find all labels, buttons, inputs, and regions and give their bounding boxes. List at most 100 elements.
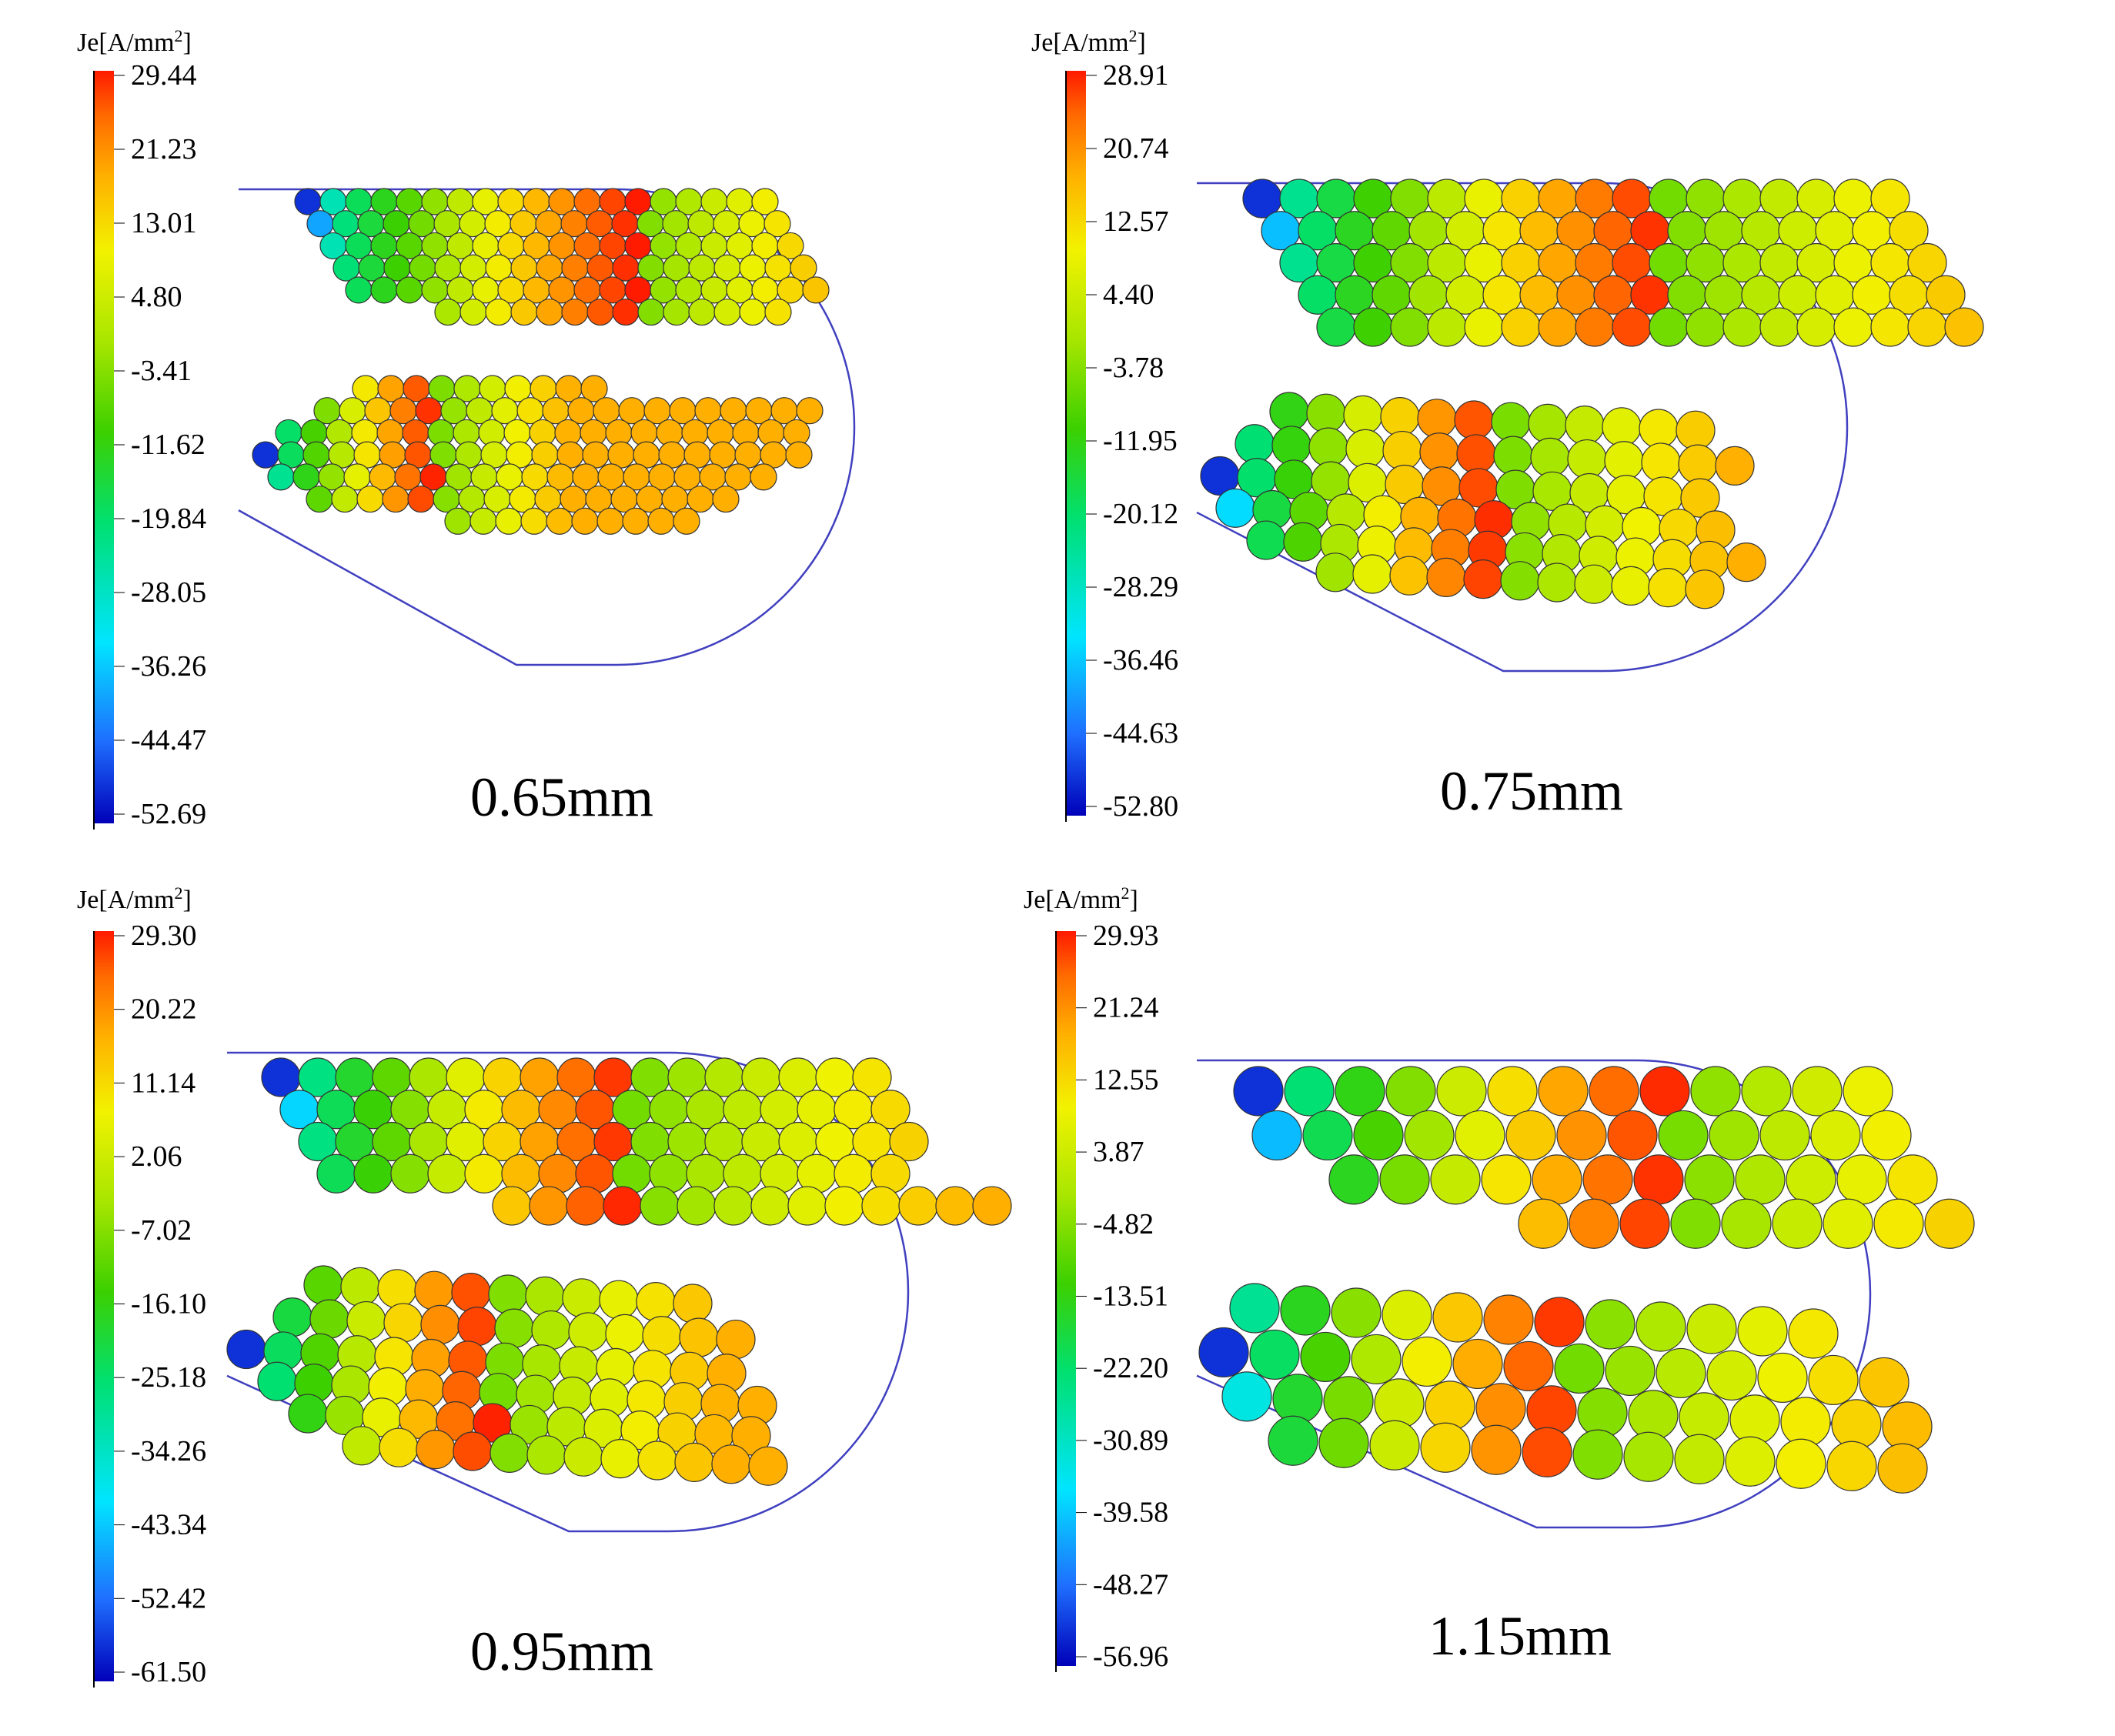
strand: [1605, 1345, 1656, 1397]
strand: [1796, 307, 1836, 347]
colorbar-tick-label: 29.44: [131, 59, 197, 92]
strand: [562, 1278, 602, 1318]
strand: [1569, 1198, 1619, 1249]
strand: [453, 1431, 493, 1471]
strand: [370, 276, 398, 304]
strand: [346, 1300, 386, 1341]
strand: [1302, 1110, 1353, 1161]
strand: [1430, 1154, 1481, 1205]
strand: [787, 1186, 827, 1226]
strand: [716, 1319, 756, 1360]
colorbar-title-superscript: 2: [1121, 883, 1130, 903]
colorbar-title: Je[A/mm2]: [1024, 883, 1138, 914]
panel-label: 0.75mm: [1440, 760, 1623, 822]
strand: [1735, 1154, 1786, 1205]
strand: [1251, 1110, 1302, 1161]
colorbar-tick-label: -22.20: [1093, 1352, 1168, 1384]
strand: [1280, 1285, 1331, 1336]
strand: [1335, 1066, 1385, 1117]
strand: [1887, 1154, 1938, 1205]
colorbar-tick-label: -44.47: [131, 724, 206, 756]
strand: [889, 1121, 929, 1162]
strand: [636, 1281, 676, 1322]
panel-2: Je[A/mm2]28.91 20.74 12.57 4.40 -3.78 -11.95 -…: [1031, 26, 1984, 823]
upper-bundle: [1242, 179, 1984, 347]
colorbar: [94, 931, 114, 1681]
strand: [1786, 1154, 1836, 1205]
strand: [870, 1090, 910, 1130]
strand: [1722, 307, 1762, 347]
strand: [1619, 1198, 1670, 1249]
strand: [434, 298, 462, 326]
strand: [1623, 1431, 1674, 1482]
strand: [1534, 1297, 1585, 1347]
strand: [1426, 557, 1466, 598]
strand: [1315, 553, 1355, 593]
strand: [1380, 396, 1420, 437]
colorbar-tick-label: -30.89: [1093, 1424, 1168, 1457]
strand: [663, 298, 690, 326]
strand: [750, 1186, 790, 1226]
strand: [1757, 1352, 1808, 1404]
strand: [531, 1310, 571, 1350]
strand: [1427, 307, 1467, 347]
strand: [972, 1186, 1012, 1226]
colorbar-tick-label: -39.58: [1093, 1497, 1168, 1529]
strand: [1198, 1327, 1249, 1378]
strand: [1404, 1110, 1455, 1161]
strand: [731, 1416, 771, 1456]
strand: [1686, 1304, 1737, 1354]
strand: [802, 276, 830, 304]
strand: [303, 1265, 343, 1305]
strand: [1331, 1287, 1382, 1338]
colorbar-tick-label: 28.91: [1103, 59, 1169, 92]
strand: [252, 441, 279, 469]
strand: [1221, 1371, 1272, 1422]
colorbar-tick-label: 13.01: [131, 207, 197, 239]
colorbar-tick-label: -19.84: [131, 502, 206, 535]
strand: [492, 1186, 532, 1226]
panel-4: Je[A/mm2] 29.93 21.24 12.55 3.87 -4.82 -13.51 -…: [1024, 883, 1975, 1673]
strand: [1737, 1306, 1788, 1357]
colorbar-title-text: Je[A/mm: [1031, 28, 1129, 57]
colorbar-tick-label: 4.40: [1103, 279, 1154, 311]
colorbar-tick-label: -7.02: [131, 1214, 192, 1247]
strand: [1268, 1415, 1318, 1466]
strand: [1369, 1420, 1420, 1471]
strand: [790, 254, 817, 282]
strand: [1843, 1066, 1893, 1117]
strand: [1505, 1110, 1556, 1161]
strand: [637, 298, 665, 326]
strand: [1487, 1066, 1538, 1117]
strand: [1726, 542, 1766, 583]
strand: [1759, 307, 1799, 347]
strand: [1491, 402, 1531, 442]
strand: [526, 1435, 566, 1475]
strand: [1706, 1350, 1757, 1401]
colorbar-tick-label: 21.24: [1093, 992, 1159, 1024]
colorbar-tick-label: 21.23: [131, 133, 197, 165]
strand: [1385, 1066, 1436, 1117]
strand: [1300, 1331, 1351, 1383]
strand: [647, 507, 675, 535]
strand: [494, 1308, 534, 1348]
strand: [1436, 1066, 1487, 1117]
colorbar-tick-label: -36.26: [131, 650, 206, 683]
strand: [489, 1433, 530, 1474]
strand: [444, 507, 472, 535]
strand: [1402, 1336, 1452, 1387]
colorbar-tick-label: -52.69: [131, 798, 206, 830]
strand: [739, 298, 767, 326]
strand: [1382, 430, 1422, 471]
strand: [546, 507, 573, 535]
upper-bundle: [1233, 1066, 1975, 1249]
strand: [1575, 307, 1615, 347]
strand: [1685, 569, 1725, 609]
strand: [1271, 426, 1311, 466]
colorbar-tick-label: 3.87: [1093, 1136, 1144, 1168]
strand: [306, 485, 333, 513]
strand: [510, 298, 538, 326]
colorbar-title-text: Je[A/mm: [77, 28, 175, 57]
strand: [605, 1314, 645, 1354]
strand: [459, 298, 487, 326]
